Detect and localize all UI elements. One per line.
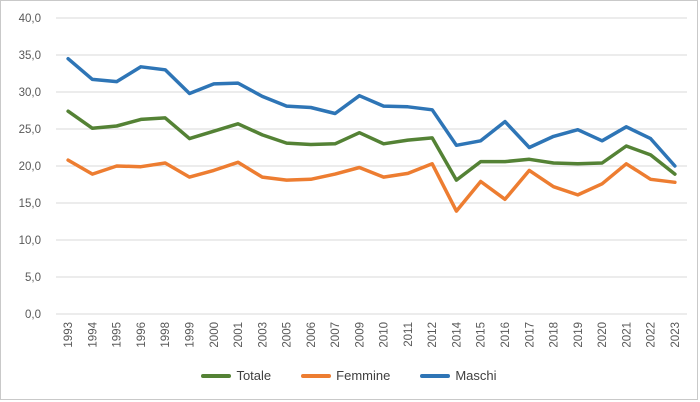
y-axis-tick-label: 40,0 bbox=[19, 13, 41, 25]
legend-label-femmine: Femmine bbox=[336, 368, 391, 383]
x-axis-tick-label: 2019 bbox=[573, 322, 585, 348]
y-axis-tick-label: 15,0 bbox=[19, 198, 41, 210]
x-axis-tick-label: 2006 bbox=[306, 322, 318, 348]
y-axis-tick-label: 30,0 bbox=[19, 87, 41, 99]
legend-label-maschi: Maschi bbox=[455, 368, 497, 383]
x-axis-tick-label: 2003 bbox=[257, 322, 269, 348]
series-line-maschi[interactable] bbox=[66, 56, 677, 168]
x-axis-tick-label: 2014 bbox=[451, 321, 463, 347]
series-line-femmine[interactable] bbox=[66, 158, 677, 213]
x-axis-tick-label: 2016 bbox=[500, 322, 512, 348]
legend-marker-femmine bbox=[301, 373, 332, 378]
x-axis-tick-label: 2011 bbox=[403, 322, 415, 347]
legend-item-totale[interactable]: Totale bbox=[201, 369, 271, 382]
x-axis-tick-label: 1993 bbox=[63, 322, 75, 348]
x-axis-tick-label: 2018 bbox=[549, 322, 561, 348]
x-axis-tick-label: 1998 bbox=[160, 322, 172, 348]
x-axis-tick-label: 1999 bbox=[185, 322, 197, 348]
x-axis-tick-label: 1996 bbox=[136, 322, 148, 348]
x-axis-tick-label: 1995 bbox=[112, 322, 124, 348]
x-axis-tick-label: 2017 bbox=[524, 322, 536, 348]
legend-label-totale: Totale bbox=[236, 368, 272, 383]
x-axis-tick-label: 2005 bbox=[282, 322, 294, 348]
y-axis-tick-label: 0,0 bbox=[25, 309, 41, 321]
x-axis-tick-label: 2001 bbox=[233, 322, 245, 348]
x-axis-tick-label: 2020 bbox=[597, 322, 609, 348]
legend-marker-maschi bbox=[420, 373, 451, 378]
x-axis-tick-label: 2009 bbox=[354, 322, 366, 348]
legend-item-maschi[interactable]: Maschi bbox=[420, 368, 497, 383]
x-axis-tick-label: 2023 bbox=[670, 322, 682, 348]
x-axis-tick-label: 2010 bbox=[379, 322, 391, 348]
y-axis-tick-label: 5,0 bbox=[25, 272, 41, 284]
y-axis-tick-label: 35,0 bbox=[19, 50, 41, 62]
chart-legend: Totale Femmine Maschi bbox=[1, 369, 697, 382]
y-axis-tick-label: 20,0 bbox=[19, 161, 41, 173]
legend-item-femmine[interactable]: Femmine bbox=[301, 369, 390, 382]
x-axis-tick-label: 2000 bbox=[209, 322, 221, 348]
series-line-totale[interactable] bbox=[66, 109, 677, 182]
x-axis-tick-label: 2021 bbox=[621, 322, 633, 348]
legend-marker-totale bbox=[201, 373, 232, 378]
x-axis-tick-label: 1994 bbox=[87, 321, 99, 347]
x-axis-tick-label: 2007 bbox=[330, 322, 342, 348]
y-axis-tick-label: 25,0 bbox=[19, 124, 41, 136]
x-axis-tick-label: 2015 bbox=[476, 322, 488, 348]
x-axis-tick-label: 2022 bbox=[646, 322, 658, 348]
x-axis-tick-label: 2012 bbox=[427, 322, 439, 348]
y-axis-tick-label: 10,0 bbox=[19, 235, 41, 247]
